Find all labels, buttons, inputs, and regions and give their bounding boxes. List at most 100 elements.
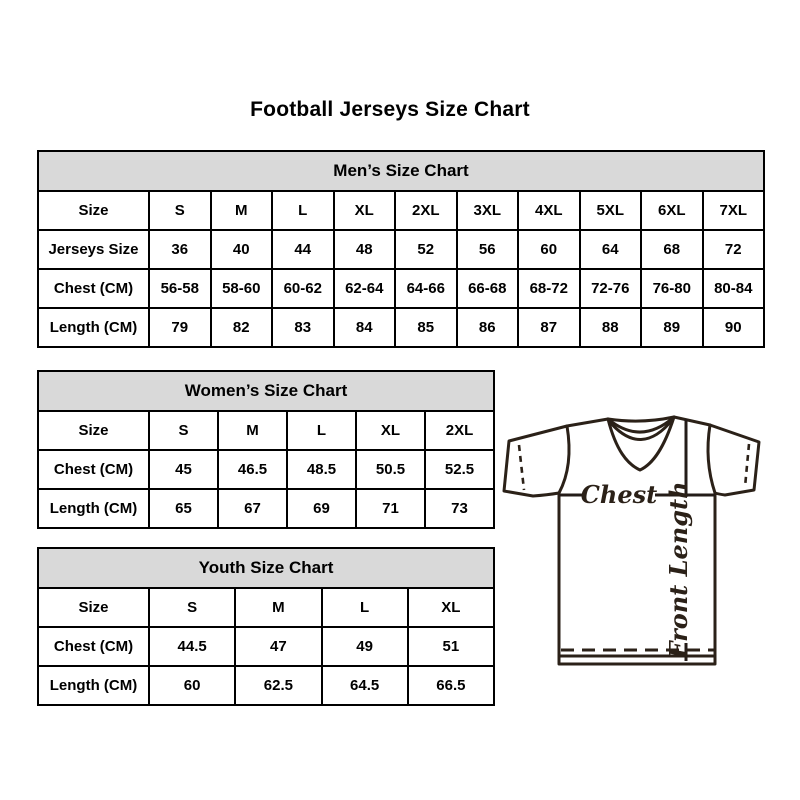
mens-size-table: Men’s Size Chart Size S M L XL 2XL 3XL 4XL 5XL 6XL… bbox=[37, 150, 765, 348]
value-cell: 84 bbox=[334, 309, 394, 346]
chest-label: Chest bbox=[581, 480, 657, 509]
value-cell: 62.5 bbox=[236, 667, 321, 704]
value-cell: 79 bbox=[150, 309, 210, 346]
value-cell: 47 bbox=[236, 628, 321, 665]
row-label-cell: Size bbox=[39, 192, 148, 229]
value-cell: 40 bbox=[211, 231, 271, 268]
column-header-cell: M bbox=[219, 412, 286, 449]
value-cell: 46.5 bbox=[219, 451, 286, 488]
collar-back-edge bbox=[606, 415, 676, 423]
value-cell: 56-58 bbox=[150, 270, 210, 307]
value-cell: 60 bbox=[519, 231, 579, 268]
value-cell: 48.5 bbox=[288, 451, 355, 488]
value-cell: 76-80 bbox=[642, 270, 702, 307]
column-header-cell: M bbox=[211, 192, 271, 229]
row-label-cell: Jerseys Size bbox=[39, 231, 148, 268]
column-header-cell: XL bbox=[357, 412, 424, 449]
value-cell: 64.5 bbox=[322, 667, 407, 704]
right-shoulder-seam bbox=[672, 415, 712, 427]
right-armhole-seam bbox=[706, 423, 717, 495]
column-header-cell: 7XL bbox=[703, 192, 763, 229]
jersey-right-sleeve bbox=[708, 423, 761, 497]
value-cell: 68-72 bbox=[519, 270, 579, 307]
left-shoulder-seam bbox=[565, 417, 610, 428]
jersey-measurement-diagram: Chest Front Length bbox=[502, 415, 761, 666]
row-label-cell: Length (CM) bbox=[39, 667, 148, 704]
row-label-cell: Chest (CM) bbox=[39, 270, 148, 307]
column-header-cell: S bbox=[150, 192, 210, 229]
value-cell: 87 bbox=[519, 309, 579, 346]
value-cell: 86 bbox=[457, 309, 517, 346]
value-cell: 66.5 bbox=[408, 667, 493, 704]
page-title: Football Jerseys Size Chart bbox=[250, 98, 530, 121]
value-cell: 60 bbox=[150, 667, 235, 704]
value-cell: 89 bbox=[642, 309, 702, 346]
jersey-left-sleeve bbox=[502, 424, 569, 498]
value-cell: 85 bbox=[396, 309, 456, 346]
table-row: Chest (CM) 56-58 58-60 60-62 62-64 64-66 66-68… bbox=[39, 270, 763, 307]
youth-size-table: Youth Size Chart Size S M L XL Chest (CM) 44.5 4… bbox=[37, 547, 495, 706]
value-cell: 36 bbox=[150, 231, 210, 268]
table-row: Length (CM) 60 62.5 64.5 66.5 bbox=[39, 667, 493, 704]
column-header-cell: 3XL bbox=[457, 192, 517, 229]
value-cell: 49 bbox=[322, 628, 407, 665]
left-armhole-seam bbox=[557, 424, 571, 495]
column-header-cell: L bbox=[273, 192, 333, 229]
table-title: Men’s Size Chart bbox=[39, 152, 763, 190]
row-label-cell: Chest (CM) bbox=[39, 451, 148, 488]
value-cell: 80-84 bbox=[703, 270, 763, 307]
collar-vneck-edge bbox=[606, 415, 676, 472]
value-cell: 66-68 bbox=[457, 270, 517, 307]
table-row: Length (CM) 79 82 83 84 85 86 87 88 89 90 bbox=[39, 309, 763, 346]
jersey-body-outline bbox=[557, 491, 717, 666]
value-cell: 62-64 bbox=[334, 270, 394, 307]
value-cell: 52.5 bbox=[426, 451, 493, 488]
column-header-cell: L bbox=[288, 412, 355, 449]
column-header-cell: L bbox=[322, 589, 407, 626]
value-cell: 88 bbox=[580, 309, 640, 346]
column-header-cell: 6XL bbox=[642, 192, 702, 229]
value-cell: 83 bbox=[273, 309, 333, 346]
value-cell: 73 bbox=[426, 490, 493, 527]
collar-inner-arc-1 bbox=[606, 415, 676, 434]
value-cell: 56 bbox=[457, 231, 517, 268]
row-label-cell: Size bbox=[39, 412, 148, 449]
value-cell: 71 bbox=[357, 490, 424, 527]
value-cell: 65 bbox=[150, 490, 217, 527]
row-label-cell: Size bbox=[39, 589, 148, 626]
value-cell: 44.5 bbox=[150, 628, 235, 665]
value-cell: 90 bbox=[703, 309, 763, 346]
row-label-cell: Length (CM) bbox=[39, 490, 148, 527]
table-row: Size S M L XL bbox=[39, 589, 493, 626]
table-title: Women’s Size Chart bbox=[39, 372, 493, 410]
table-row: Length (CM) 65 67 69 71 73 bbox=[39, 490, 493, 527]
column-header-cell: 4XL bbox=[519, 192, 579, 229]
value-cell: 72 bbox=[703, 231, 763, 268]
value-cell: 48 bbox=[334, 231, 394, 268]
value-cell: 58-60 bbox=[211, 270, 271, 307]
table-row: Chest (CM) 44.5 47 49 51 bbox=[39, 628, 493, 665]
column-header-cell: M bbox=[236, 589, 321, 626]
column-header-cell: XL bbox=[334, 192, 394, 229]
value-cell: 60-62 bbox=[273, 270, 333, 307]
value-cell: 64-66 bbox=[396, 270, 456, 307]
column-header-cell: 2XL bbox=[426, 412, 493, 449]
table-row: Jerseys Size 36 40 44 48 52 56 60 64 68 72 bbox=[39, 231, 763, 268]
value-cell: 44 bbox=[273, 231, 333, 268]
right-cuff-dashed-line bbox=[743, 443, 751, 488]
table-row: Chest (CM) 45 46.5 48.5 50.5 52.5 bbox=[39, 451, 493, 488]
collar-inner-arc-2 bbox=[607, 417, 675, 441]
value-cell: 50.5 bbox=[357, 451, 424, 488]
row-label-cell: Length (CM) bbox=[39, 309, 148, 346]
table-row: Size S M L XL 2XL 3XL 4XL 5XL 6XL 7XL bbox=[39, 192, 763, 229]
front-length-label: Front Length bbox=[664, 481, 693, 659]
value-cell: 51 bbox=[408, 628, 493, 665]
column-header-cell: 2XL bbox=[396, 192, 456, 229]
value-cell: 52 bbox=[396, 231, 456, 268]
value-cell: 67 bbox=[219, 490, 286, 527]
value-cell: 68 bbox=[642, 231, 702, 268]
value-cell: 45 bbox=[150, 451, 217, 488]
table-title: Youth Size Chart bbox=[39, 549, 493, 587]
column-header-cell: S bbox=[150, 589, 235, 626]
